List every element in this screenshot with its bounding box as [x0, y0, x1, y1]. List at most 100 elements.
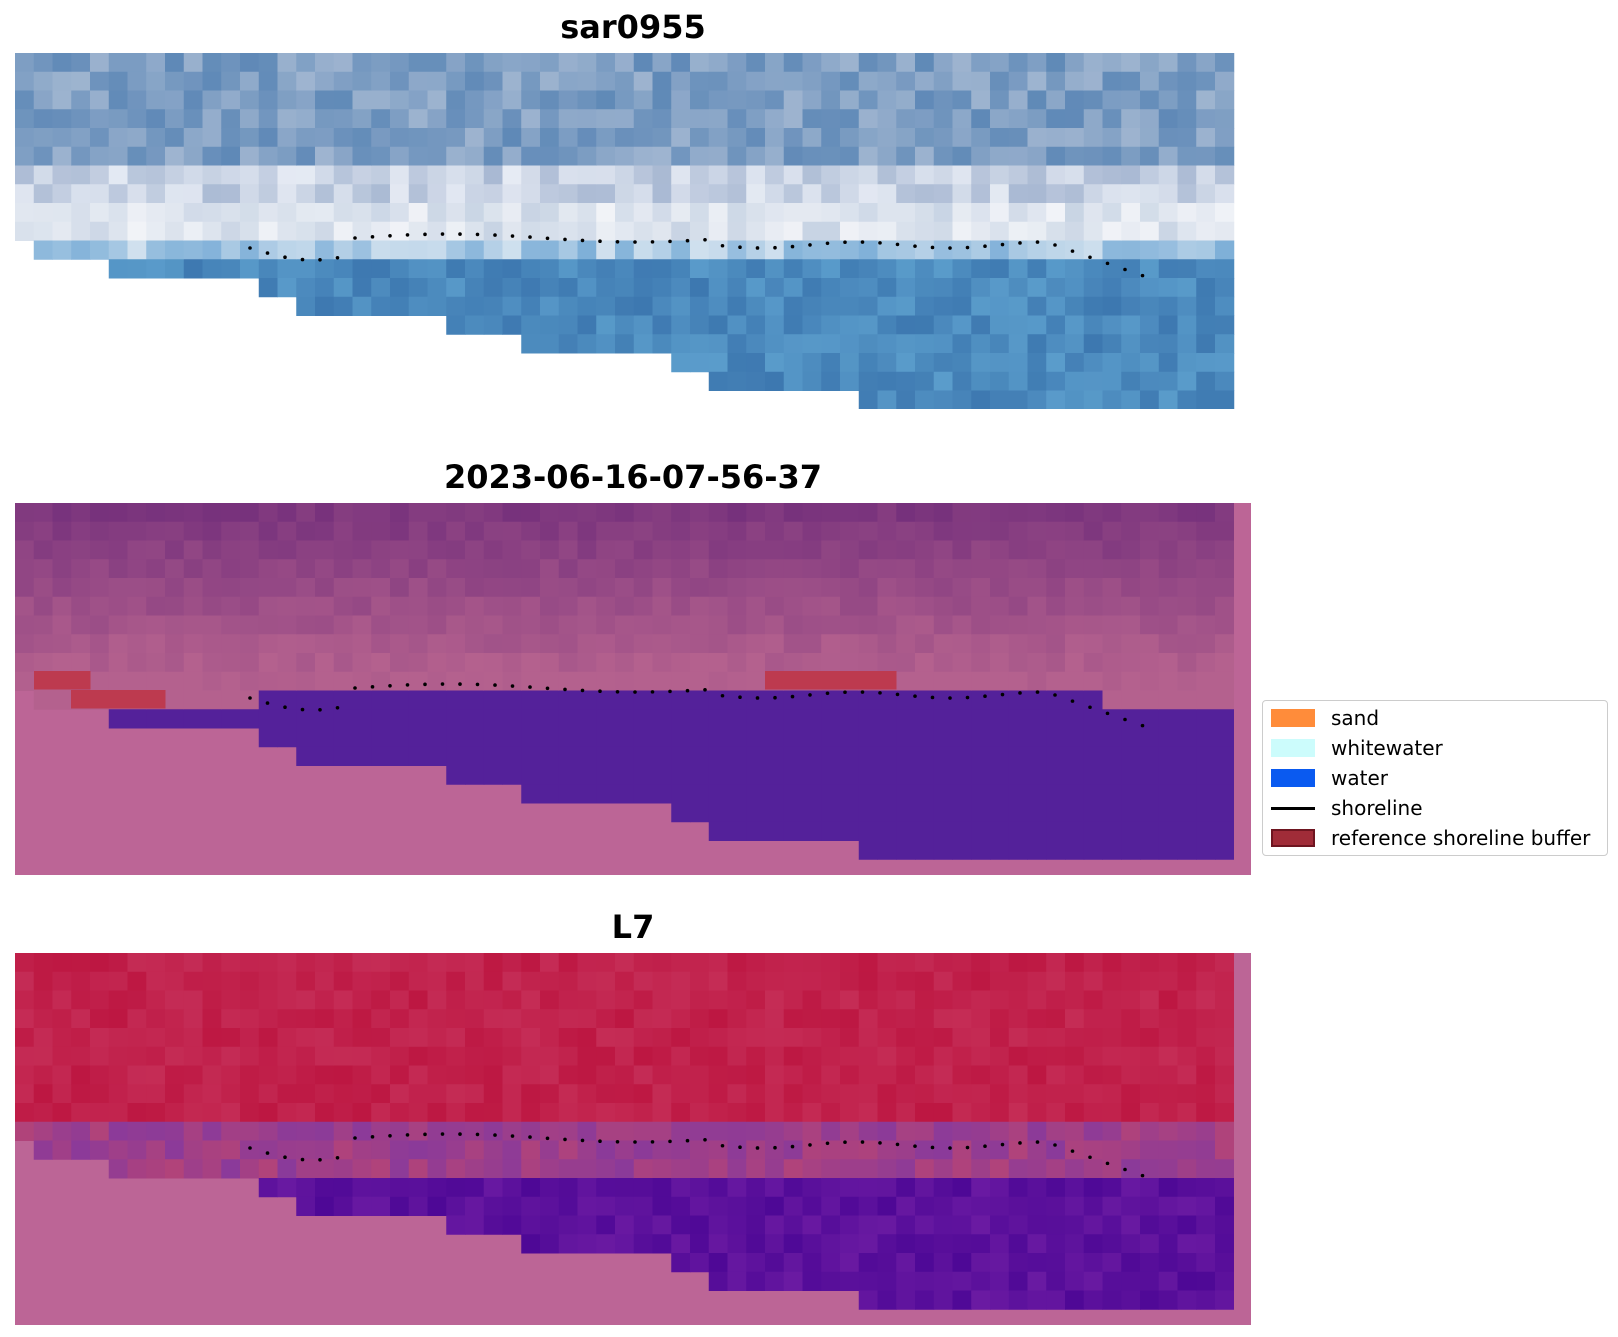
raster-cell	[446, 1196, 466, 1216]
raster-cell	[1140, 203, 1160, 223]
raster-cell	[840, 728, 860, 748]
raster-cell	[840, 278, 860, 298]
raster-cell	[708, 521, 728, 541]
raster-cell	[915, 221, 935, 241]
raster-cell	[765, 971, 785, 991]
raster-cell	[483, 109, 503, 129]
shoreline-point	[265, 1151, 270, 1155]
raster-cell	[1121, 278, 1141, 298]
raster-cell	[577, 109, 597, 129]
raster-cell	[446, 709, 466, 729]
raster-cell	[371, 1065, 391, 1085]
raster-cell	[1102, 221, 1122, 241]
raster-cell	[221, 953, 241, 973]
raster-cell	[1046, 990, 1066, 1010]
raster-cell	[821, 221, 841, 241]
raster-cell	[690, 1234, 710, 1254]
raster-cell	[371, 690, 391, 710]
raster-cell	[746, 1121, 766, 1141]
shoreline-point	[335, 1155, 340, 1160]
raster-cell	[615, 1121, 635, 1141]
raster-cell	[1027, 165, 1047, 185]
shoreline-point	[1053, 693, 1057, 697]
raster-cell	[990, 690, 1010, 710]
raster-cell	[52, 90, 72, 110]
raster-cell	[1083, 1290, 1103, 1310]
raster-cell	[558, 128, 578, 148]
raster-cell	[765, 990, 785, 1010]
raster-cell	[840, 971, 860, 991]
shoreline-point	[825, 691, 830, 696]
raster-cell	[577, 1046, 597, 1066]
raster-cell	[746, 259, 766, 279]
raster-cell	[315, 746, 335, 766]
raster-cell	[1065, 784, 1085, 804]
raster-cell	[858, 953, 878, 973]
raster-cell	[1065, 1009, 1085, 1029]
raster-cell	[277, 634, 297, 654]
raster-cell	[1177, 971, 1197, 991]
raster-cell	[840, 1103, 860, 1123]
raster-cell	[352, 690, 372, 710]
shoreline-point	[510, 684, 515, 688]
raster-cell	[746, 746, 766, 766]
raster-cell	[690, 203, 710, 223]
raster-cell	[502, 559, 522, 579]
raster-cell	[333, 690, 353, 710]
raster-cell	[727, 240, 747, 260]
raster-cell	[1027, 1121, 1047, 1141]
raster-cell	[240, 1103, 260, 1123]
raster-cell	[1158, 1121, 1178, 1141]
raster-cell	[990, 821, 1010, 841]
raster-cell	[408, 71, 428, 91]
shoreline-point	[878, 691, 882, 695]
raster-cell	[1027, 390, 1047, 409]
raster-cell	[1008, 784, 1028, 804]
raster-cell	[1008, 1178, 1028, 1198]
raster-cell	[877, 990, 897, 1010]
raster-cell	[746, 1196, 766, 1216]
raster-cell	[915, 1140, 935, 1160]
raster-cell	[71, 71, 91, 91]
raster-cell	[1121, 90, 1141, 110]
raster-cell	[933, 278, 953, 298]
raster-cell	[802, 559, 822, 579]
raster-cell	[727, 221, 747, 241]
raster-cell	[633, 953, 653, 973]
raster-cell	[1027, 1215, 1047, 1235]
raster-cell	[1008, 1028, 1028, 1048]
raster-cell	[1215, 1290, 1235, 1310]
raster-cell	[708, 596, 728, 616]
shoreline-point	[843, 690, 847, 695]
raster-cell	[727, 259, 747, 279]
raster-cell	[521, 503, 541, 523]
raster-cell	[371, 634, 391, 654]
raster-cell	[390, 1121, 410, 1141]
raster-cell	[408, 971, 428, 991]
raster-cell	[558, 503, 578, 523]
raster-cell	[202, 1121, 222, 1141]
raster-cell	[727, 1253, 747, 1273]
raster-cell	[577, 990, 597, 1010]
raster-cell	[708, 1271, 728, 1291]
raster-cell	[183, 653, 203, 673]
shoreline-point	[965, 245, 970, 250]
raster-cell	[596, 71, 616, 91]
raster-cell	[483, 503, 503, 523]
raster-cell	[521, 746, 541, 766]
raster-cell	[465, 1065, 485, 1085]
raster-cell	[727, 371, 747, 391]
raster-cell	[521, 784, 541, 804]
raster-cell	[1158, 315, 1178, 335]
raster-cell	[502, 90, 522, 110]
raster-cell	[221, 521, 241, 541]
raster-cell	[971, 53, 991, 73]
raster-cell	[858, 278, 878, 298]
raster-cell	[858, 146, 878, 166]
raster-cell	[1196, 784, 1216, 804]
raster-cell	[258, 578, 278, 598]
raster-cell	[971, 165, 991, 185]
raster-cell	[427, 953, 447, 973]
raster-cell	[521, 521, 541, 541]
raster-cell	[483, 971, 503, 991]
